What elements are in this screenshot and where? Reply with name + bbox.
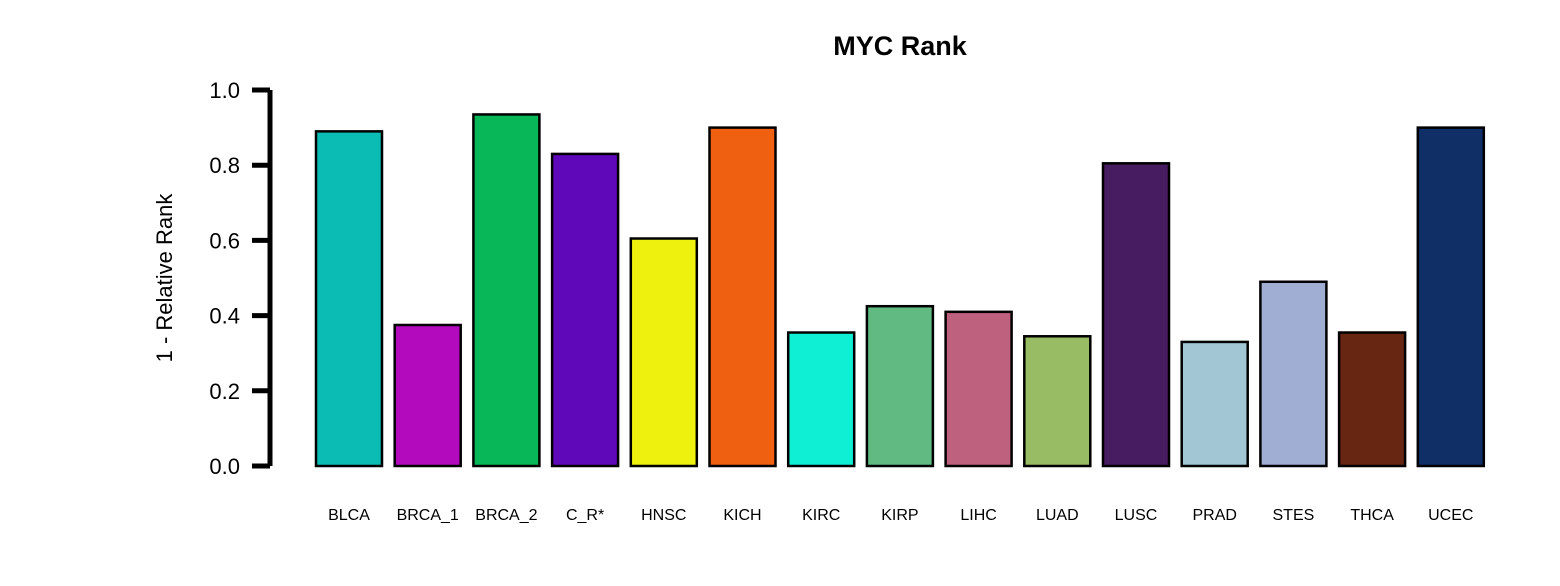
x-tick-label: UCEC [1428, 507, 1473, 524]
y-tick-label: 1.0 [209, 78, 240, 103]
y-tick-label: 0.4 [209, 304, 240, 329]
y-tick-label: 0.6 [209, 228, 240, 253]
x-tick-label: STES [1273, 507, 1315, 524]
bar-lusc [1101, 162, 1171, 468]
x-tick-label: LUAD [1036, 507, 1079, 524]
x-tick-label: KIRP [881, 507, 918, 524]
bar-brca-1 [393, 323, 462, 468]
x-tick-label: C_R* [566, 507, 604, 524]
bar-luad [1023, 335, 1092, 468]
y-axis-label: 1 - Relative Rank [152, 193, 177, 363]
chart-title: MYC Rank [833, 31, 968, 61]
bars [314, 113, 1486, 468]
x-tick-label: KIRC [802, 507, 840, 524]
bar-stes [1259, 280, 1328, 468]
bar-kich [708, 126, 777, 468]
x-tick-label: BRCA_2 [475, 507, 537, 524]
x-tick-label: HNSC [641, 507, 686, 524]
bar-ucec [1416, 126, 1486, 468]
y-axis: 0.0 0.2 0.4 0.6 0.8 1.0 [209, 78, 273, 479]
y-tick-label: 0.0 [209, 454, 240, 479]
x-tick-label: KICH [723, 507, 761, 524]
x-tick-label: PRAD [1192, 507, 1236, 524]
bar-hnsc [629, 237, 699, 468]
bar-kirp [865, 304, 935, 468]
bar-blca [314, 130, 384, 468]
bar-c-r [550, 152, 620, 468]
x-tick-label: LUSC [1115, 507, 1158, 524]
x-tick-label: BLCA [328, 507, 370, 524]
bar-kirc [786, 331, 856, 468]
y-tick-label: 0.2 [209, 379, 240, 404]
y-tick-label: 0.8 [209, 153, 240, 178]
bar-prad [1180, 340, 1249, 468]
bar-lihc [944, 310, 1013, 468]
x-tick-label: THCA [1350, 507, 1394, 524]
x-tick-label: BRCA_1 [397, 507, 459, 524]
x-tick-label: LIHC [960, 507, 996, 524]
x-tick-labels: BLCA BRCA_1 BRCA_2 C_R* HNSC KICH KIRC KIRP LIHC… [328, 507, 1473, 524]
bar-brca-2 [472, 113, 541, 468]
bar-thca [1337, 331, 1407, 468]
